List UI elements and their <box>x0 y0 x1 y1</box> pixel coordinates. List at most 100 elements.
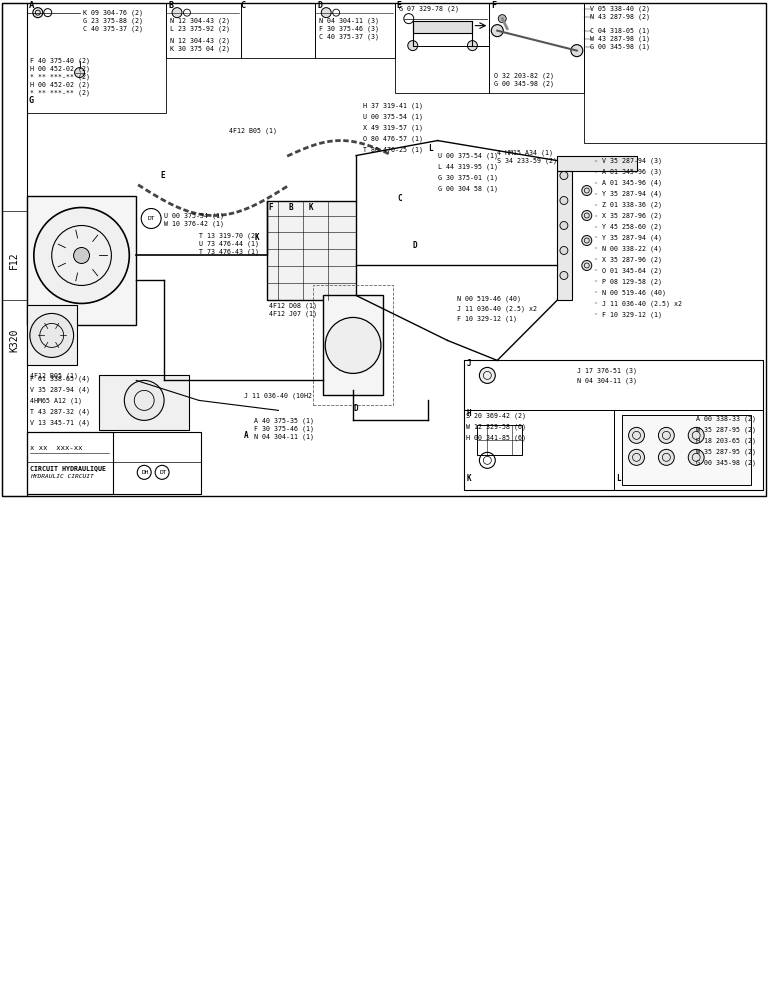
Text: W 12 329-58 (6): W 12 329-58 (6) <box>466 423 527 430</box>
Text: L: L <box>428 144 432 153</box>
Text: K 30 375 04 (2): K 30 375 04 (2) <box>170 45 230 52</box>
Circle shape <box>560 172 568 180</box>
Text: S 34 233-59 (2): S 34 233-59 (2) <box>497 157 557 164</box>
Bar <box>413 21 472 33</box>
Text: G 23 375-88 (2): G 23 375-88 (2) <box>83 17 143 24</box>
Text: W 35 287-95 (2): W 35 287-95 (2) <box>696 448 757 455</box>
Text: 4F12 D08 (1): 4F12 D08 (1) <box>269 302 317 309</box>
Text: J 11 036-40 (10H2: J 11 036-40 (10H2 <box>244 392 312 399</box>
Circle shape <box>659 449 674 465</box>
Text: Y 45 258-60 (2): Y 45 258-60 (2) <box>601 223 662 230</box>
Text: A: A <box>29 1 34 10</box>
Text: F 30 375-46 (3): F 30 375-46 (3) <box>320 25 379 32</box>
Text: T 73 476-43 (1): T 73 476-43 (1) <box>199 248 259 255</box>
Text: C 40 375-37 (3): C 40 375-37 (3) <box>320 33 379 40</box>
Bar <box>557 171 572 300</box>
Text: G 00 304 58 (1): G 00 304 58 (1) <box>438 185 498 192</box>
Circle shape <box>659 427 674 443</box>
Text: B: B <box>168 1 173 10</box>
Text: T 80 476-25 (1): T 80 476-25 (1) <box>363 146 423 153</box>
Text: U 00 375-54 (1): U 00 375-54 (1) <box>363 113 423 120</box>
Text: L 44 319-95 (1): L 44 319-95 (1) <box>438 163 498 170</box>
Text: S 20 369-42 (2): S 20 369-42 (2) <box>466 412 527 419</box>
Text: O 01 345-64 (2): O 01 345-64 (2) <box>601 267 662 274</box>
Text: G 07 329-78 (2): G 07 329-78 (2) <box>399 5 459 12</box>
Text: U 73 476-44 (1): U 73 476-44 (1) <box>199 240 259 247</box>
Text: H 00 341-85 (6): H 00 341-85 (6) <box>466 434 527 441</box>
Circle shape <box>33 8 42 18</box>
Text: C 04 318-05 (1): C 04 318-05 (1) <box>590 27 650 34</box>
Text: 4F12 J07 (1): 4F12 J07 (1) <box>269 310 317 317</box>
Bar <box>313 285 393 405</box>
Bar <box>465 360 763 490</box>
Circle shape <box>172 8 182 18</box>
Circle shape <box>124 380 164 420</box>
Circle shape <box>560 246 568 254</box>
Text: K 09 304-76 (2): K 09 304-76 (2) <box>83 9 143 16</box>
Text: F: F <box>269 203 273 212</box>
Text: 4F12 B05 (1): 4F12 B05 (1) <box>229 127 276 134</box>
Text: F: F <box>491 1 496 10</box>
Text: C 40 375-37 (2): C 40 375-37 (2) <box>83 25 143 32</box>
Text: K: K <box>466 474 471 483</box>
Circle shape <box>325 317 381 373</box>
Text: A 00 338-33 (2): A 00 338-33 (2) <box>696 415 757 422</box>
Bar <box>2 3 766 496</box>
Circle shape <box>560 271 568 279</box>
Text: DT: DT <box>159 470 167 475</box>
Text: N 04 304-11 (3): N 04 304-11 (3) <box>577 377 637 384</box>
Bar <box>27 3 166 113</box>
Circle shape <box>688 427 704 443</box>
Circle shape <box>321 8 331 18</box>
Text: N 04 304-11 (3): N 04 304-11 (3) <box>320 17 379 24</box>
Bar <box>465 360 763 410</box>
Text: A: A <box>244 431 249 440</box>
Text: D: D <box>317 1 322 10</box>
Text: J 17 376-51 (3): J 17 376-51 (3) <box>577 367 637 374</box>
Text: X 49 319-57 (1): X 49 319-57 (1) <box>363 124 423 131</box>
Circle shape <box>582 186 592 196</box>
Text: L: L <box>615 474 620 483</box>
Circle shape <box>628 449 645 465</box>
Text: T 13 319-70 (2): T 13 319-70 (2) <box>199 232 259 239</box>
Text: K320: K320 <box>9 329 19 352</box>
Text: C: C <box>398 194 402 203</box>
Text: x xx  xxx-xx: x xx xxx-xx <box>30 445 83 451</box>
Bar <box>394 3 489 93</box>
Bar <box>266 201 356 300</box>
Text: 4F12 B05 (1): 4F12 B05 (1) <box>30 372 78 379</box>
Text: N 12 304-43 (2): N 12 304-43 (2) <box>170 37 230 44</box>
Circle shape <box>479 367 496 383</box>
Bar <box>166 3 241 58</box>
Text: U 00 375-54 (1): U 00 375-54 (1) <box>438 152 498 159</box>
Text: K: K <box>308 203 313 212</box>
Circle shape <box>560 197 568 205</box>
Circle shape <box>571 45 583 57</box>
Text: J: J <box>466 359 471 368</box>
Text: H: H <box>466 409 471 418</box>
Text: F 10 329-12 (1): F 10 329-12 (1) <box>458 315 517 322</box>
Text: B: B <box>289 203 293 212</box>
Bar <box>621 415 751 485</box>
Bar <box>315 3 394 58</box>
Text: Y 35 287-94 (4): Y 35 287-94 (4) <box>601 190 662 197</box>
Circle shape <box>582 260 592 270</box>
Circle shape <box>30 313 73 357</box>
Bar <box>27 196 136 325</box>
Text: V 35 287-94 (3): V 35 287-94 (3) <box>601 157 662 164</box>
Text: F12: F12 <box>9 252 19 269</box>
Text: U 00 375-54 (1): U 00 375-54 (1) <box>164 212 224 219</box>
Text: Z 01 338-36 (2): Z 01 338-36 (2) <box>601 201 662 208</box>
Text: * ** ***-** (2): * ** ***-** (2) <box>30 73 90 80</box>
Text: G 00 345-98 (1): G 00 345-98 (1) <box>590 43 650 50</box>
Text: K: K <box>255 233 259 242</box>
Text: G 00 345-98 (2): G 00 345-98 (2) <box>494 80 554 87</box>
Text: * ** ***-** (2): * ** ***-** (2) <box>30 89 90 96</box>
Bar <box>489 3 584 93</box>
Text: E: E <box>160 171 164 180</box>
Text: N 43 287-98 (2): N 43 287-98 (2) <box>590 13 650 20</box>
Text: D: D <box>413 241 418 250</box>
Text: N 00 519-46 (40): N 00 519-46 (40) <box>458 295 522 302</box>
Text: F 01 338-65 (4): F 01 338-65 (4) <box>30 375 90 382</box>
Circle shape <box>75 68 85 78</box>
